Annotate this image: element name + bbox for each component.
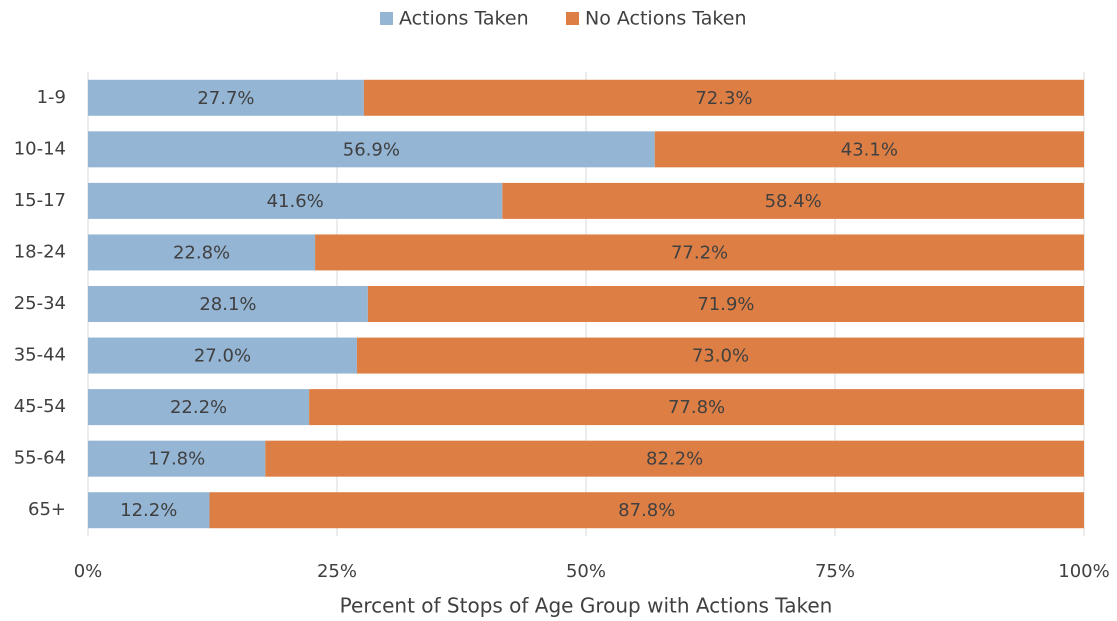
bar [88,131,655,168]
y-tick-label: 1-9 [37,87,66,108]
x-tick-label: 100% [1058,561,1109,582]
data-label: 28.1% [199,294,256,315]
y-tick-label: 55-64 [14,448,66,469]
bar [88,389,310,426]
data-label: 27.7% [197,88,254,109]
bar [502,182,1084,219]
data-label: 12.2% [120,500,177,521]
bar [88,79,364,116]
data-label: 73.0% [692,346,749,367]
data-label: 22.2% [170,397,227,418]
data-label: 22.8% [173,242,230,263]
y-tick-label: 45-54 [14,396,66,417]
bar [315,234,1084,271]
x-tick-label: 0% [74,561,103,582]
data-label: 77.8% [668,397,725,418]
data-label: 27.0% [194,346,251,367]
data-label: 87.8% [618,500,675,521]
y-tick-label: 65+ [28,499,66,520]
bar [356,337,1084,374]
bar [88,234,316,271]
data-label: 56.9% [343,139,400,160]
legend-swatch [566,12,579,25]
y-tick-label: 25-34 [14,293,66,314]
y-tick-label: 15-17 [14,190,66,211]
data-label: 71.9% [697,294,754,315]
legend-label: No Actions Taken [585,8,746,30]
bar [309,389,1084,426]
bar [367,286,1085,322]
data-label: 58.4% [765,191,822,212]
bar [88,182,503,219]
bar [88,492,210,529]
bar [363,79,1085,116]
bar [88,286,368,322]
data-label: 77.2% [671,242,728,263]
data-label: 82.2% [646,449,703,470]
bar [654,131,1084,168]
y-tick-label: 35-44 [14,345,66,366]
bar [209,492,1085,529]
x-axis-title: Percent of Stops of Age Group with Actio… [340,594,833,618]
data-label: 72.3% [695,88,752,109]
bar [88,440,266,477]
legend-swatch [380,12,393,25]
x-tick-label: 25% [317,561,357,582]
bar [265,440,1085,477]
y-tick-label: 18-24 [14,241,66,262]
x-tick-label: 50% [566,561,606,582]
legend-label: Actions Taken [399,8,529,30]
bar [88,337,357,374]
data-label: 17.8% [148,449,205,470]
data-label: 41.6% [267,191,324,212]
data-label: 43.1% [841,139,898,160]
y-tick-label: 10-14 [14,138,66,159]
x-tick-label: 75% [815,561,855,582]
